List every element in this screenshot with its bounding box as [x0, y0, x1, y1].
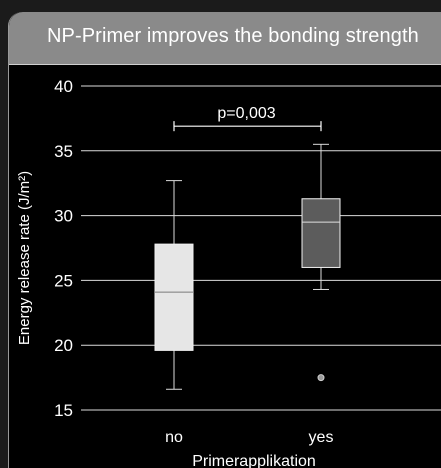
- chart-panel: NP-Primer improves the bonding strength …: [8, 12, 441, 468]
- y-tick-label: 30: [54, 207, 73, 226]
- box-plot: 15 20 25 30 35 40 Energy release rate (J/m²) no…: [16, 77, 441, 468]
- x-tick-label: yes: [309, 429, 334, 446]
- x-tick-label: no: [165, 429, 183, 446]
- title-bar: NP-Primer improves the bonding strength: [9, 12, 441, 65]
- outlier-point: [317, 374, 325, 382]
- significance-label: p=0,003: [217, 105, 275, 122]
- x-axis-label: Primerapplikation: [192, 453, 316, 468]
- y-tick-label: 25: [54, 271, 73, 290]
- y-tick-label: 35: [54, 142, 73, 161]
- y-axis-label: Energy release rate (J/m²): [16, 171, 33, 345]
- y-tick-label: 40: [54, 77, 73, 96]
- chart-title: NP-Primer improves the bonding strength: [47, 25, 419, 47]
- box-no: [154, 243, 194, 351]
- y-tick-label: 15: [54, 401, 73, 420]
- box-yes: [301, 198, 341, 268]
- y-tick-label: 20: [54, 336, 73, 355]
